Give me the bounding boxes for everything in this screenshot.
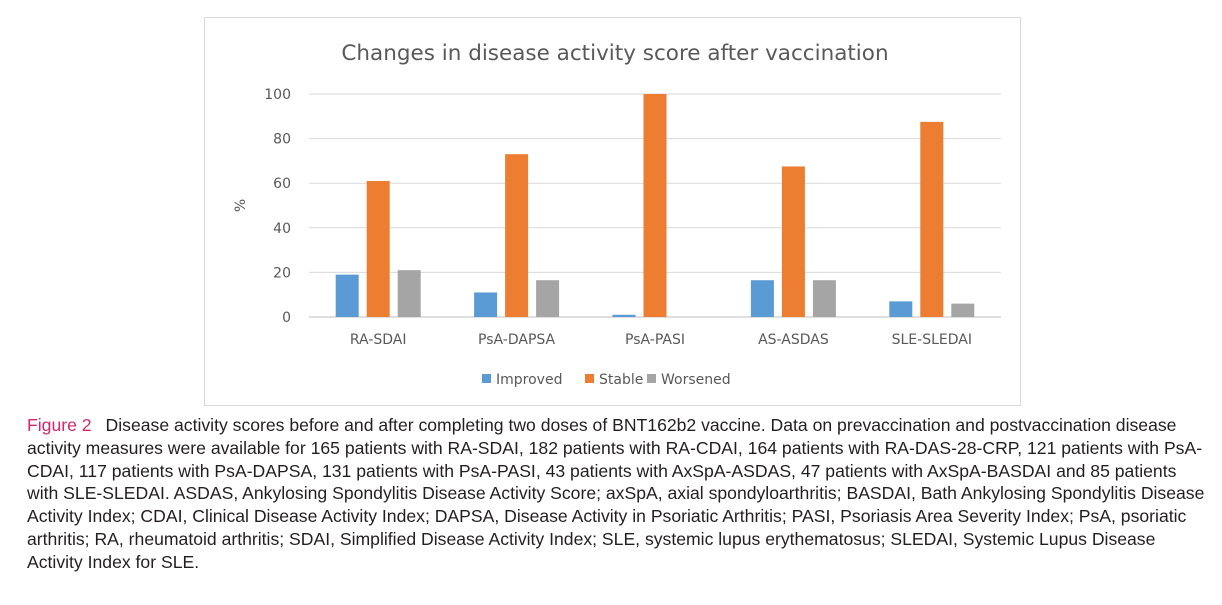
- x-tick-labels: RA-SDAI PsA-DAPSA PsA-PASI AS-ASDAS SLE-SLED…: [350, 332, 972, 348]
- legend: Improved Stable Worsened: [482, 372, 731, 388]
- x-tick-label: SLE-SLEDAI: [892, 332, 972, 348]
- chart-container: Changes in disease activity score after …: [204, 17, 1021, 406]
- y-tick-label: 20: [273, 265, 291, 281]
- legend-swatch-worsened: [647, 374, 656, 383]
- bar-worsened-sle-sledai: [951, 303, 975, 317]
- bar-improved-ra-sdai: [335, 274, 359, 317]
- bars: [335, 94, 975, 317]
- y-tick-label: 60: [273, 176, 291, 192]
- legend-label-worsened: Worsened: [661, 372, 731, 388]
- y-tick-label: 0: [282, 310, 291, 326]
- bar-improved-psa-dapsa: [474, 292, 498, 317]
- figure-caption: Figure 2 Disease activity scores before a…: [27, 414, 1207, 574]
- x-tick-label: PsA-PASI: [625, 332, 685, 348]
- x-tick-label: AS-ASDAS: [758, 332, 829, 348]
- bar-worsened-as-asdas: [812, 280, 836, 317]
- bar-improved-psa-pasi: [612, 314, 636, 317]
- legend-swatch-stable: [585, 374, 594, 383]
- bar-stable-psa-dapsa: [505, 154, 529, 317]
- legend-label-improved: Improved: [496, 372, 562, 388]
- bar-stable-ra-sdai: [366, 180, 390, 317]
- y-axis-label: %: [233, 199, 249, 212]
- figure-label: Figure 2: [27, 415, 92, 435]
- y-tick-label: 80: [273, 132, 291, 148]
- bar-worsened-psa-dapsa: [536, 280, 560, 317]
- bar-stable-psa-pasi: [643, 94, 667, 317]
- x-tick-label: RA-SDAI: [350, 332, 407, 348]
- y-tick-label: 100: [264, 87, 291, 103]
- y-tick-labels: 0 20 40 60 80 100: [264, 87, 291, 326]
- chart-title: Changes in disease activity score after …: [341, 41, 888, 66]
- figure-caption-text: Disease activity scores before and after…: [27, 415, 1205, 572]
- legend-swatch-improved: [482, 374, 491, 383]
- bar-stable-sle-sledai: [920, 121, 944, 317]
- legend-label-stable: Stable: [599, 372, 643, 388]
- bar-improved-as-asdas: [750, 280, 774, 317]
- y-tick-label: 40: [273, 221, 291, 237]
- bar-improved-sle-sledai: [889, 301, 913, 317]
- x-tick-label: PsA-DAPSA: [478, 332, 556, 348]
- bar-chart: Changes in disease activity score after …: [233, 41, 1001, 388]
- bar-stable-as-asdas: [781, 166, 805, 317]
- bar-worsened-ra-sdai: [397, 270, 421, 317]
